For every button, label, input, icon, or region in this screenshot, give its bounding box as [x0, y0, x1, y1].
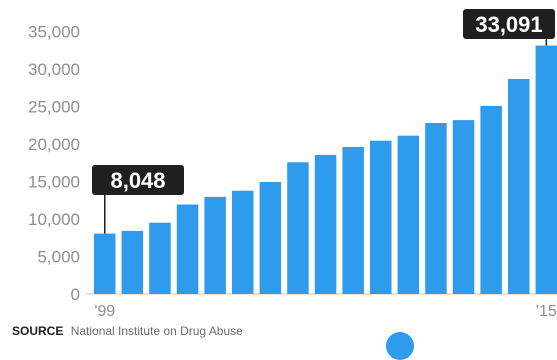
bars: [94, 45, 557, 294]
bar-chart: 0 5,000 10,000 15,000 20,000 25,000 30,000 35,0…: [28, 9, 557, 320]
source-label: SOURCE: [12, 324, 64, 338]
y-tick-label: 10,000: [28, 210, 80, 229]
y-tick-label: 35,000: [28, 22, 80, 41]
y-tick-label: 15,000: [28, 172, 80, 191]
bar: [176, 204, 199, 294]
y-tick-label: 0: [71, 285, 80, 304]
source-line: SOURCE National Institute on Drug Abuse: [12, 324, 243, 338]
bar: [94, 233, 116, 294]
source-text: National Institute on Drug Abuse: [70, 324, 243, 338]
bar: [204, 196, 226, 294]
callout-box: [463, 9, 555, 39]
bar: [397, 135, 420, 294]
bar: [452, 120, 475, 294]
bar: [535, 45, 557, 294]
bar: [259, 182, 282, 294]
data-label: 8,048: [110, 168, 165, 193]
y-tick-label: 25,000: [28, 97, 80, 116]
bar: [425, 122, 447, 294]
x-tick-label: '99: [94, 303, 115, 320]
y-tick-label: 20,000: [28, 135, 80, 154]
bar: [314, 155, 337, 294]
x-tick-label: '15: [536, 303, 557, 320]
callouts: 8,048 33,091: [92, 9, 555, 234]
y-tick-label: 5,000: [37, 247, 80, 266]
y-axis: 0 5,000 10,000 15,000 20,000 25,000 30,000 35,0…: [28, 22, 80, 304]
y-tick-label: 30,000: [28, 60, 80, 79]
data-label: 33,091: [475, 12, 542, 37]
bar: [480, 105, 502, 294]
legend-dot: [386, 332, 414, 360]
bar: [508, 78, 530, 294]
bar: [342, 147, 364, 294]
bar: [149, 222, 171, 294]
bar: [121, 230, 144, 294]
bar: [287, 162, 309, 294]
callout-box: [92, 165, 184, 195]
bar: [370, 140, 392, 294]
bar: [232, 190, 254, 294]
x-axis: '99 '15: [94, 303, 557, 320]
